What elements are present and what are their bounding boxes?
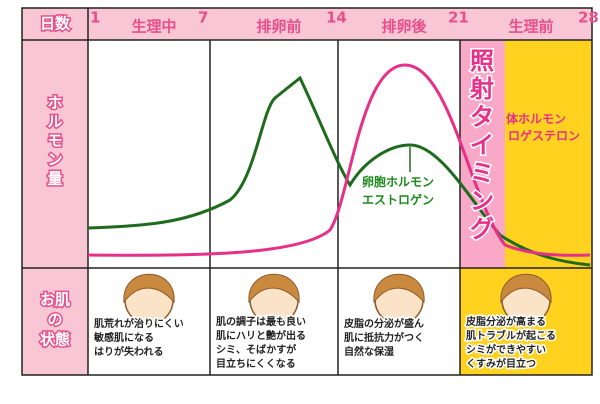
day-number: 21 [448, 9, 469, 27]
skin-text: くすみが目立つ [466, 357, 536, 370]
skin-text: 肌に抵抗力がつく [344, 331, 424, 344]
progesterone-label: 体ホルモン [506, 111, 566, 126]
hormone-label: モ [47, 132, 62, 150]
skin-text: 皮脂の分泌が盛ん [343, 317, 424, 330]
hormone-label: 量 [47, 170, 62, 188]
hair [500, 273, 552, 304]
skin-text: はりが失われる [94, 345, 164, 358]
skin-label: の [47, 311, 62, 329]
phase-label: 生理前 [508, 18, 553, 36]
days-label: 日数 [40, 15, 71, 33]
skin-text: 皮脂分泌が高まる [465, 315, 546, 328]
phase-label: 生理中 [131, 18, 176, 36]
skin-text: 肌の調子は最も良い [216, 315, 306, 328]
hormone-label: ル [47, 113, 62, 131]
progesterone-label: ロゲステロン [508, 128, 580, 143]
estrogen-label: 卵胞ホルモン [362, 174, 434, 189]
timing-label: ン [470, 187, 494, 215]
hormone-label: ン [47, 151, 62, 169]
skin-text: シミができやすい [466, 343, 546, 356]
side-bg [22, 40, 88, 375]
timing-label: グ [470, 215, 494, 243]
day-number: 14 [326, 9, 347, 27]
skin-text: シミ、そばかすが [216, 343, 297, 356]
day-number: 7 [198, 9, 208, 27]
timing-label: イ [470, 131, 494, 159]
skin-label: 状態 [40, 331, 70, 349]
hair [248, 273, 300, 304]
skin-text: 敏感肌になる [93, 331, 154, 344]
phase-label: 排卵前 [256, 18, 301, 36]
timing-label: 照 [470, 47, 494, 75]
skin-text: 目立ちにくくなる [216, 357, 296, 370]
hormone-label: ホ [47, 94, 62, 112]
day-number: 28 [578, 9, 599, 27]
header-bg [22, 8, 592, 40]
estrogen-label: エストロゲン [362, 192, 434, 207]
skin-text: 自然な保湿 [344, 345, 394, 358]
skin-text: 肌にハリと艶が出る [216, 329, 306, 342]
grid [21, 7, 593, 376]
timing-label: 射 [469, 75, 494, 103]
hair [373, 273, 425, 304]
skin-text: 肌荒れが治りにくい [94, 317, 184, 330]
timing-label: ミ [470, 159, 494, 187]
timing-label: タ [470, 103, 494, 131]
skin-text: 肌トラブルが起こる [466, 329, 556, 342]
progesterone-curve [87, 63, 591, 257]
faces [123, 273, 552, 325]
day-number: 1 [90, 9, 100, 27]
skin-label: お肌 [40, 291, 70, 309]
phase-label: 排卵後 [381, 18, 427, 36]
hair [123, 273, 175, 304]
